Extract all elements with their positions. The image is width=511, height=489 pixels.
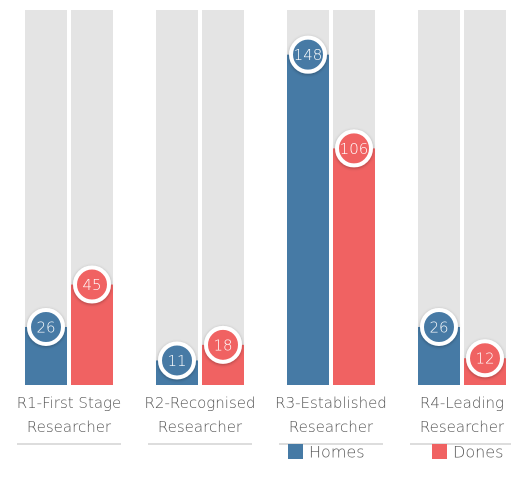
value-label: 45 [82,276,101,294]
legend-label: Homes [309,443,365,462]
bar-track [464,10,506,385]
value-label: 11 [167,352,186,370]
x-tick-label: R4-Leading Researcher [420,394,505,436]
value-label-badge [335,129,373,168]
value-label-badge [73,265,111,304]
value-label-badge [27,307,65,346]
value-label-badge [420,307,458,346]
legend-swatch [288,444,303,459]
bar-track [202,10,244,385]
value-label: 106 [340,140,369,158]
value-label-badge [204,325,242,364]
value-label-badge [158,341,196,380]
value-label-badge [289,35,327,74]
value-label: 18 [213,336,232,354]
legend-label: Dones [453,443,503,462]
value-label-badge [466,339,504,378]
bar-track [156,10,198,385]
legend-swatch [432,444,447,459]
value-label: 26 [429,318,448,336]
x-tick-label: R1-First Stage Researcher [17,394,122,436]
bar [287,54,329,386]
bar [333,148,375,385]
value-label: 12 [475,350,494,368]
x-tick-label: R3-Established Researcher [275,394,387,436]
x-tick-label: R2-Recognised Researcher [144,394,255,436]
value-label: 148 [294,46,323,64]
value-label: 26 [36,318,55,336]
